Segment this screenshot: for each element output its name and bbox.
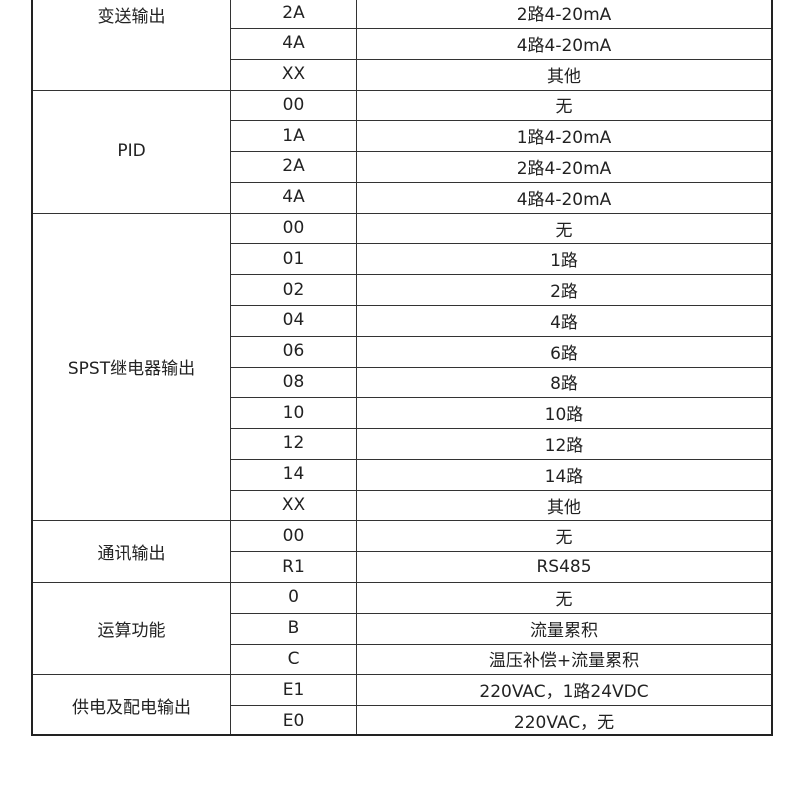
code-cell: 4A bbox=[282, 33, 305, 54]
row-divider bbox=[231, 705, 771, 707]
row-divider bbox=[231, 366, 771, 368]
code-cell: 2A bbox=[282, 156, 305, 177]
code-cell: C bbox=[287, 648, 300, 669]
row-divider bbox=[231, 58, 771, 60]
description-cell: 1路 bbox=[550, 251, 578, 272]
code-cell: 2A bbox=[282, 2, 305, 23]
group-label: 运算功能 bbox=[97, 620, 166, 641]
description-cell: 4路 bbox=[550, 312, 578, 333]
description-cell: 14路 bbox=[544, 466, 584, 487]
code-cell: 06 bbox=[282, 341, 305, 362]
code-cell: 12 bbox=[282, 433, 305, 454]
code-cell: 4A bbox=[282, 187, 305, 208]
description-cell: 10路 bbox=[544, 405, 584, 426]
code-cell: 1A bbox=[282, 125, 305, 146]
row-divider bbox=[231, 458, 771, 460]
code-cell: E0 bbox=[282, 710, 305, 731]
description-cell: 2路4-20mA bbox=[516, 158, 612, 179]
description-cell: 220VAC，1路24VDC bbox=[479, 682, 649, 703]
description-cell: 其他 bbox=[547, 66, 581, 87]
row-divider bbox=[33, 212, 771, 214]
code-cell: 00 bbox=[282, 94, 305, 115]
row-divider bbox=[231, 428, 771, 430]
code-cell: B bbox=[287, 618, 300, 639]
spec-table: 2A 2路4-20mA 4A 4路4-20mA XX 其他 变送输出 00 无 1A 1路4-20m… bbox=[31, 0, 773, 736]
code-cell: 00 bbox=[282, 218, 305, 239]
row-divider bbox=[231, 151, 771, 153]
description-cell: 无 bbox=[555, 220, 573, 241]
description-cell: 4路4-20mA bbox=[516, 35, 612, 56]
description-cell: 无 bbox=[555, 97, 573, 118]
row-divider bbox=[231, 612, 771, 614]
description-cell: 1路4-20mA bbox=[516, 128, 612, 149]
description-cell: 其他 bbox=[547, 497, 581, 518]
code-cell: 14 bbox=[282, 464, 305, 485]
description-cell: 12路 bbox=[544, 435, 584, 456]
description-cell: 流量累积 bbox=[530, 620, 598, 641]
row-divider bbox=[33, 89, 771, 91]
description-cell: 4路4-20mA bbox=[516, 189, 612, 210]
row-divider bbox=[231, 243, 771, 245]
row-divider bbox=[33, 674, 771, 676]
code-cell: 02 bbox=[282, 279, 305, 300]
code-cell: 04 bbox=[282, 310, 305, 331]
description-cell: 温压补偿+流量累积 bbox=[488, 651, 640, 672]
row-divider bbox=[231, 120, 771, 122]
column-divider bbox=[230, 0, 231, 734]
group-label: SPST继电器输出 bbox=[67, 359, 196, 380]
row-divider bbox=[231, 181, 771, 183]
row-divider bbox=[231, 489, 771, 491]
code-cell: 0 bbox=[288, 587, 299, 608]
row-divider bbox=[33, 582, 771, 584]
group-label: 通讯输出 bbox=[97, 543, 166, 564]
row-divider bbox=[231, 335, 771, 337]
description-cell: 6路 bbox=[550, 343, 578, 364]
group-label: 变送输出 bbox=[97, 6, 166, 27]
description-cell: 2路 bbox=[550, 282, 578, 303]
description-cell: RS485 bbox=[536, 556, 592, 577]
group-label: 供电及配电输出 bbox=[72, 697, 191, 718]
row-divider bbox=[231, 27, 771, 29]
description-cell: 220VAC，无 bbox=[513, 713, 615, 733]
code-cell: XX bbox=[281, 64, 306, 85]
description-cell: 2路4-20mA bbox=[516, 5, 612, 26]
row-divider bbox=[231, 643, 771, 645]
code-cell: 10 bbox=[282, 402, 305, 423]
row-divider bbox=[231, 551, 771, 553]
row-divider bbox=[33, 520, 771, 522]
description-cell: 无 bbox=[555, 589, 573, 610]
description-cell: 8路 bbox=[550, 374, 578, 395]
code-cell: 00 bbox=[282, 525, 305, 546]
description-cell: 无 bbox=[555, 528, 573, 549]
row-divider bbox=[231, 305, 771, 306]
row-divider bbox=[231, 397, 771, 399]
code-cell: 01 bbox=[282, 248, 305, 269]
row-divider bbox=[231, 274, 771, 276]
code-cell: E1 bbox=[282, 679, 305, 700]
code-cell: R1 bbox=[282, 556, 305, 577]
code-cell: 08 bbox=[282, 371, 305, 392]
group-label: PID bbox=[117, 141, 146, 162]
code-cell: XX bbox=[281, 495, 306, 516]
